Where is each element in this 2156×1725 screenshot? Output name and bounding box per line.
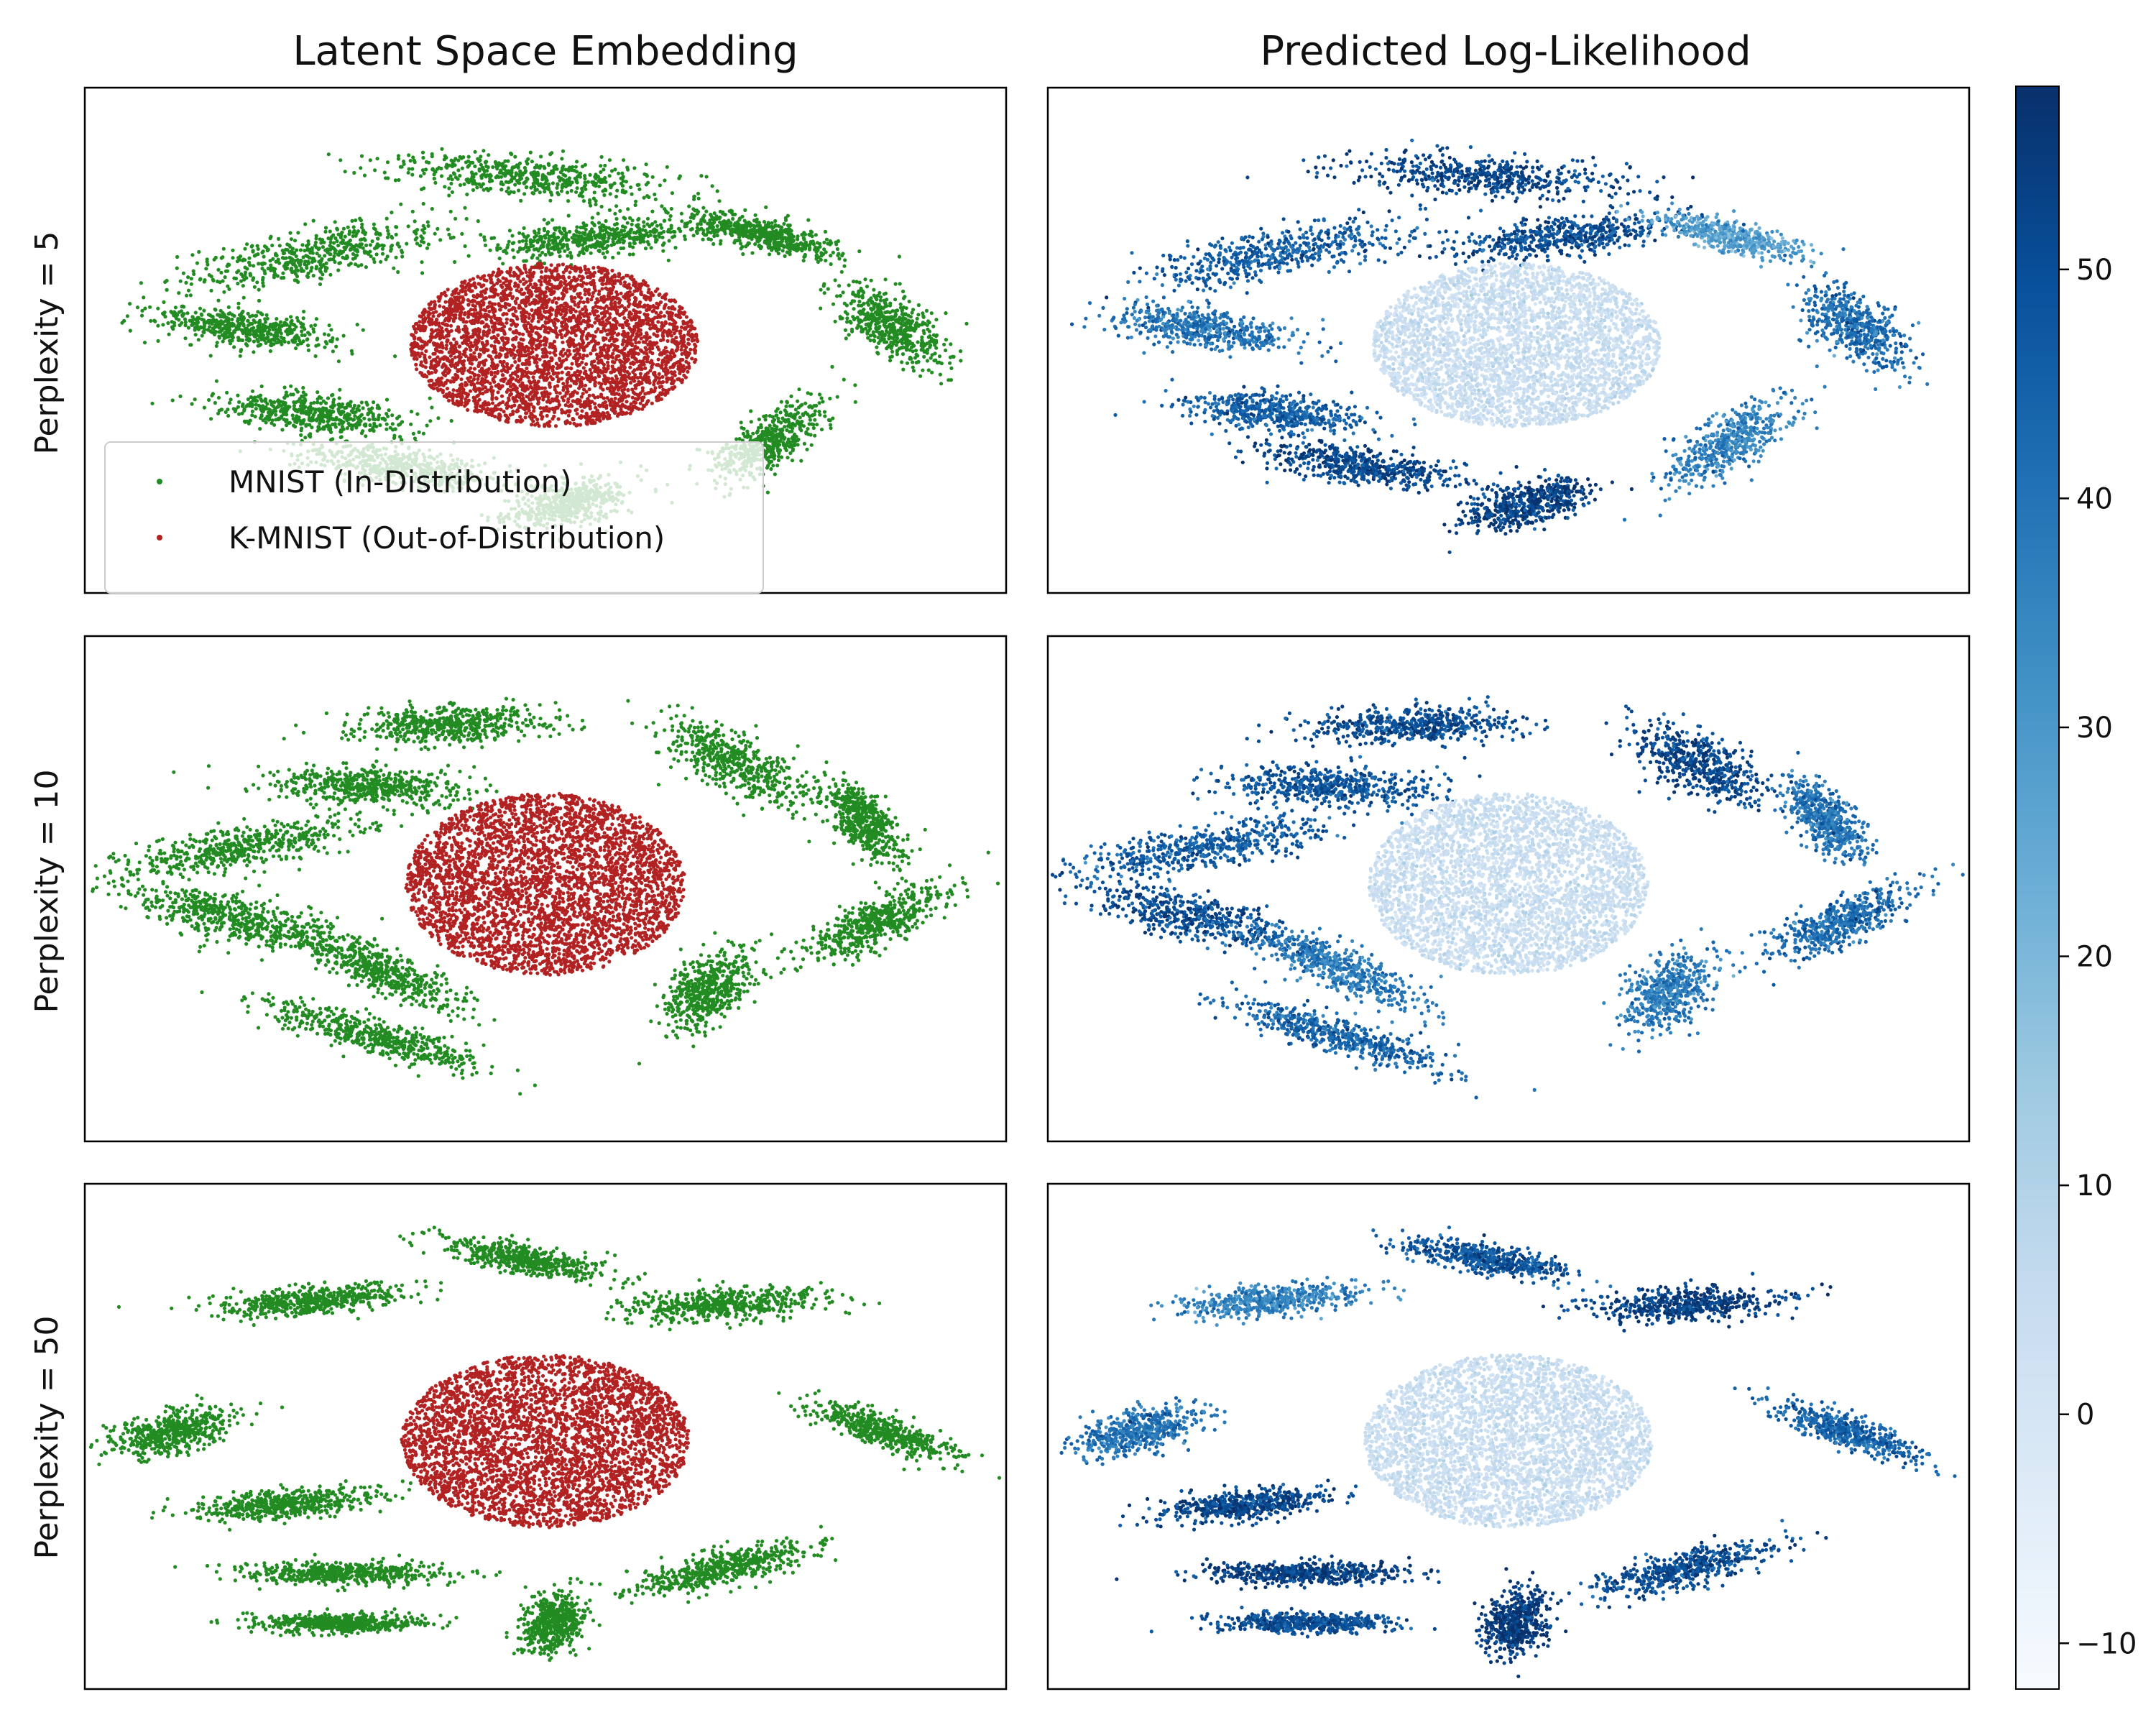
legend: MNIST (In-Distribution) K-MNIST (Out-of-… (105, 442, 763, 593)
panel-r3-c2 (1048, 1184, 1969, 1689)
colorbar-tick-label: 30 (2076, 712, 2113, 745)
colorbar-tick-label: 40 (2076, 482, 2113, 515)
column-title-left: Latent Space Embedding (292, 28, 798, 75)
colorbar-ticks: 50 40 30 20 10 0 −10 (2059, 254, 2137, 1660)
colorbar-gradient (2016, 86, 2059, 1689)
panel-r2-c2 (1048, 636, 1969, 1141)
legend-label-in-distribution: MNIST (In-Distribution) (229, 464, 572, 500)
panel-r2-c1 (85, 636, 1006, 1141)
row-label-3: Perplexity = 50 (29, 1316, 65, 1560)
colorbar-tick-label: 0 (2076, 1399, 2094, 1432)
legend-label-out-of-distribution: K-MNIST (Out-of-Distribution) (229, 520, 665, 556)
colorbar-tick-label: −10 (2076, 1627, 2137, 1660)
scatter-panels (85, 88, 1969, 1689)
row-label-2: Perplexity = 10 (29, 770, 65, 1013)
colorbar: 50 40 30 20 10 0 −10 (2016, 86, 2137, 1689)
column-title-right: Predicted Log-Likelihood (1260, 28, 1751, 75)
panel-r3-c1 (85, 1184, 1006, 1689)
colorbar-tick-label: 50 (2076, 254, 2113, 287)
colorbar-tick-label: 20 (2076, 941, 2113, 974)
row-label-1: Perplexity = 5 (29, 231, 65, 455)
legend-marker-out-of-distribution (157, 535, 162, 540)
panel-r1-c2 (1048, 88, 1969, 593)
legend-marker-in-distribution (157, 479, 162, 484)
colorbar-tick-label: 10 (2076, 1169, 2113, 1202)
